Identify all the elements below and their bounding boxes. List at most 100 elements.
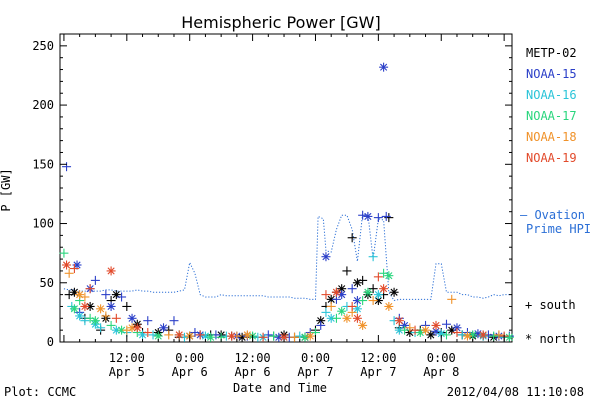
data-point xyxy=(242,330,252,340)
data-point xyxy=(410,325,420,335)
data-point xyxy=(321,307,331,317)
data-point xyxy=(368,284,378,294)
data-point xyxy=(441,330,451,340)
data-point xyxy=(478,330,488,340)
data-point xyxy=(358,210,368,220)
ovation-prime-line xyxy=(63,213,510,302)
data-point xyxy=(368,252,378,262)
ovation-label-line2: Prime HPI xyxy=(526,222,591,236)
data-point xyxy=(96,323,106,333)
data-point xyxy=(122,301,132,311)
data-point xyxy=(138,330,148,340)
data-point xyxy=(352,296,362,306)
legend-entry: NOAA-18 xyxy=(526,130,577,144)
data-point xyxy=(389,287,399,297)
data-point xyxy=(494,330,504,340)
legend-entry: NOAA-16 xyxy=(526,88,577,102)
data-point xyxy=(148,330,158,340)
legend-entry: NOAA-15 xyxy=(526,67,577,81)
y-tick-label: 250 xyxy=(32,39,54,53)
data-point xyxy=(379,284,389,294)
plot-frame xyxy=(59,33,513,343)
data-point xyxy=(111,290,121,300)
data-point xyxy=(368,296,378,306)
data-point xyxy=(342,266,352,276)
data-point xyxy=(101,290,111,300)
data-point xyxy=(405,323,415,333)
data-point xyxy=(384,301,394,311)
data-point xyxy=(347,233,357,243)
marker-south-label: + south xyxy=(525,298,576,312)
data-point xyxy=(195,330,205,340)
chart-title: Hemispheric Power [GW] xyxy=(181,13,380,32)
y-axis-label: P [GW] xyxy=(0,168,13,211)
data-point xyxy=(117,292,127,302)
data-point xyxy=(274,332,284,342)
data-point xyxy=(394,316,404,326)
data-point xyxy=(381,211,391,221)
x-tick-time-label: 0:00 xyxy=(301,351,330,365)
data-point xyxy=(331,313,341,323)
data-point xyxy=(174,330,184,340)
data-point xyxy=(452,328,462,338)
data-point xyxy=(62,162,72,172)
data-point xyxy=(431,320,441,330)
legend-entry: METP-02 xyxy=(526,46,577,60)
ovation-label-line1: – Ovation xyxy=(520,208,585,222)
data-point xyxy=(421,325,431,335)
data-point xyxy=(504,332,514,342)
data-point xyxy=(80,301,90,311)
x-tick-date-label: Apr 7 xyxy=(360,365,396,379)
marker-north-label: * north xyxy=(525,332,576,346)
satellite-points xyxy=(59,62,514,342)
data-point xyxy=(384,271,394,281)
legend-entry: NOAA-19 xyxy=(526,151,577,165)
data-point xyxy=(96,304,106,314)
y-tick-label: 200 xyxy=(32,98,54,112)
data-point xyxy=(290,332,300,342)
data-point xyxy=(363,211,373,221)
data-point xyxy=(258,332,268,342)
x-tick-time-label: 12:00 xyxy=(109,351,145,365)
x-tick-date-label: Apr 6 xyxy=(172,365,208,379)
data-point xyxy=(101,311,111,321)
y-tick-label: 150 xyxy=(32,157,54,171)
data-point xyxy=(316,316,326,326)
y-tick-label: 50 xyxy=(40,276,54,290)
data-point xyxy=(127,313,137,323)
data-point xyxy=(300,332,310,342)
data-point xyxy=(111,313,121,323)
x-tick-time-label: 0:00 xyxy=(427,351,456,365)
data-point xyxy=(358,320,368,330)
data-point xyxy=(352,313,362,323)
legend: METP-02 NOAA-15 NOAA-16 NOAA-17 NOAA-18 NOAA-… xyxy=(526,46,577,165)
data-point xyxy=(489,331,499,341)
data-point xyxy=(305,331,315,341)
data-point xyxy=(90,316,100,326)
data-point xyxy=(127,323,137,333)
data-point xyxy=(143,328,153,338)
data-point xyxy=(462,331,472,341)
data-point xyxy=(106,320,116,330)
data-point xyxy=(85,284,95,294)
ovation-line xyxy=(63,213,510,302)
footer-left: Plot: CCMC xyxy=(4,385,76,399)
data-point xyxy=(200,331,210,341)
data-point xyxy=(75,311,85,321)
data-point xyxy=(373,290,383,300)
data-point xyxy=(373,272,383,282)
data-point xyxy=(206,332,216,342)
x-tick-date-label: Apr 7 xyxy=(297,365,333,379)
data-point xyxy=(80,316,90,326)
data-point xyxy=(352,278,362,288)
data-point xyxy=(106,301,116,311)
data-point xyxy=(64,268,74,278)
x-tick-time-label: 0:00 xyxy=(175,351,204,365)
data-point xyxy=(342,313,352,323)
data-point xyxy=(337,306,347,316)
data-point xyxy=(379,62,389,72)
data-point xyxy=(400,325,410,335)
data-point xyxy=(143,316,153,326)
footer-right: 2012/04/08 11:10:08 xyxy=(447,385,584,399)
